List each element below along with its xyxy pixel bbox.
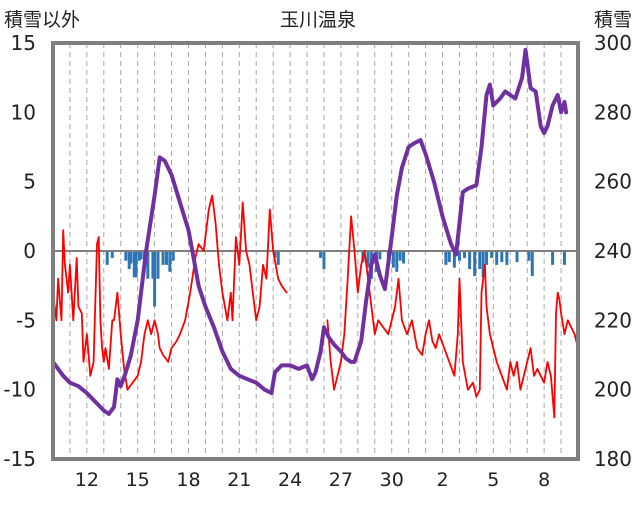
right-y-tick-label: 240 [594,239,632,263]
x-tick-label: 2 [436,469,448,491]
precipitation-bar [151,251,155,279]
right-y-tick-label: 300 [594,31,632,55]
left-axis-label: 積雪以外 [4,9,80,31]
precipitation-bar [444,251,448,265]
precipitation-bar [164,251,168,265]
precipitation-bar [276,251,280,265]
precipitation-bar [161,251,165,265]
right-y-tick-label: 180 [594,447,632,471]
precipitation-bar [473,251,477,276]
left-y-ticks: 15 10 5 0 -5 -10 -15 [3,31,36,471]
x-tick-label: 18 [176,469,200,491]
precipitation-bar [395,251,399,272]
x-tick-label: 5 [487,469,499,491]
precipitation-bar [452,251,456,268]
precipitation-bar [481,251,485,278]
x-tick-label: 21 [227,469,251,491]
precipitation-bar [156,251,160,279]
precipitation-bar [505,251,509,265]
precipitation-bar [447,251,451,263]
precipitation-bar [124,251,128,261]
precipitation-bar [129,251,133,264]
x-tick-label: 24 [278,469,302,491]
snow-depth-line [51,47,569,416]
precipitation-bar [468,251,472,270]
left-y-tick-label: 10 [11,100,36,124]
precipitation-bar [500,251,504,263]
precipitation-bar [134,251,138,278]
precipitation-bar [127,251,131,270]
left-y-tick-label: 15 [11,31,36,55]
right-y-tick-label: 280 [594,100,632,124]
x-tick-label: 8 [538,469,550,491]
precipitation-bar [463,251,467,258]
x-tick-label: 12 [75,469,99,491]
precipitation-bar [273,251,277,258]
left-y-tick-label: 5 [23,170,36,194]
precipitation-bar [139,251,143,260]
precipitation-bar [402,251,406,264]
precipitation-bar [146,251,150,279]
series-lines [51,47,579,419]
precipitation-bar [153,251,157,307]
x-tick-label: 27 [329,469,353,491]
precipitation-bar [495,251,499,265]
plot-frame [51,41,580,461]
precipitation-bar [457,251,461,261]
precipitation-bar [137,251,141,261]
precipitation-bar [530,251,534,276]
precipitation-bar [366,251,370,268]
x-tick-label: 30 [380,469,404,491]
right-axis-label: 積雪 [594,9,632,31]
precipitation-bar [478,251,482,270]
precipitation-bar [485,251,489,265]
left-y-tick-label: -5 [16,308,36,332]
precipitation-bar [515,251,519,263]
right-y-tick-label: 200 [594,378,632,402]
right-y-tick-label: 220 [594,308,632,332]
precipitation-bar [551,251,555,265]
precipitation-bar [110,251,114,258]
precipitation-bar [132,251,136,278]
left-y-tick-label: 0 [23,239,36,263]
precipitation-bar [378,251,382,260]
right-y-tick-label: 260 [594,170,632,194]
precipitation-bar [490,251,494,258]
x-tick-label: 15 [126,469,150,491]
left-y-tick-label: -10 [3,378,36,402]
precipitation-bar [391,251,395,268]
precipitation-bar [319,251,323,258]
precipitation-bar [322,251,326,270]
temperature-line [52,194,288,391]
right-y-ticks: 300 280 260 240 220 200 180 [594,31,632,471]
left-y-tick-label: -15 [3,447,36,471]
precipitation-bar [398,251,402,261]
x-ticks: 12 15 18 21 24 27 30 2 5 8 [75,469,550,491]
precipitation-bar [562,251,566,265]
chart-title: 玉川温泉 [280,9,356,31]
precipitation-bar [168,251,172,272]
precipitation-bar [105,251,109,265]
precipitation-bar [527,251,531,261]
precipitation-bars [105,251,566,307]
precipitation-bar [171,251,175,261]
